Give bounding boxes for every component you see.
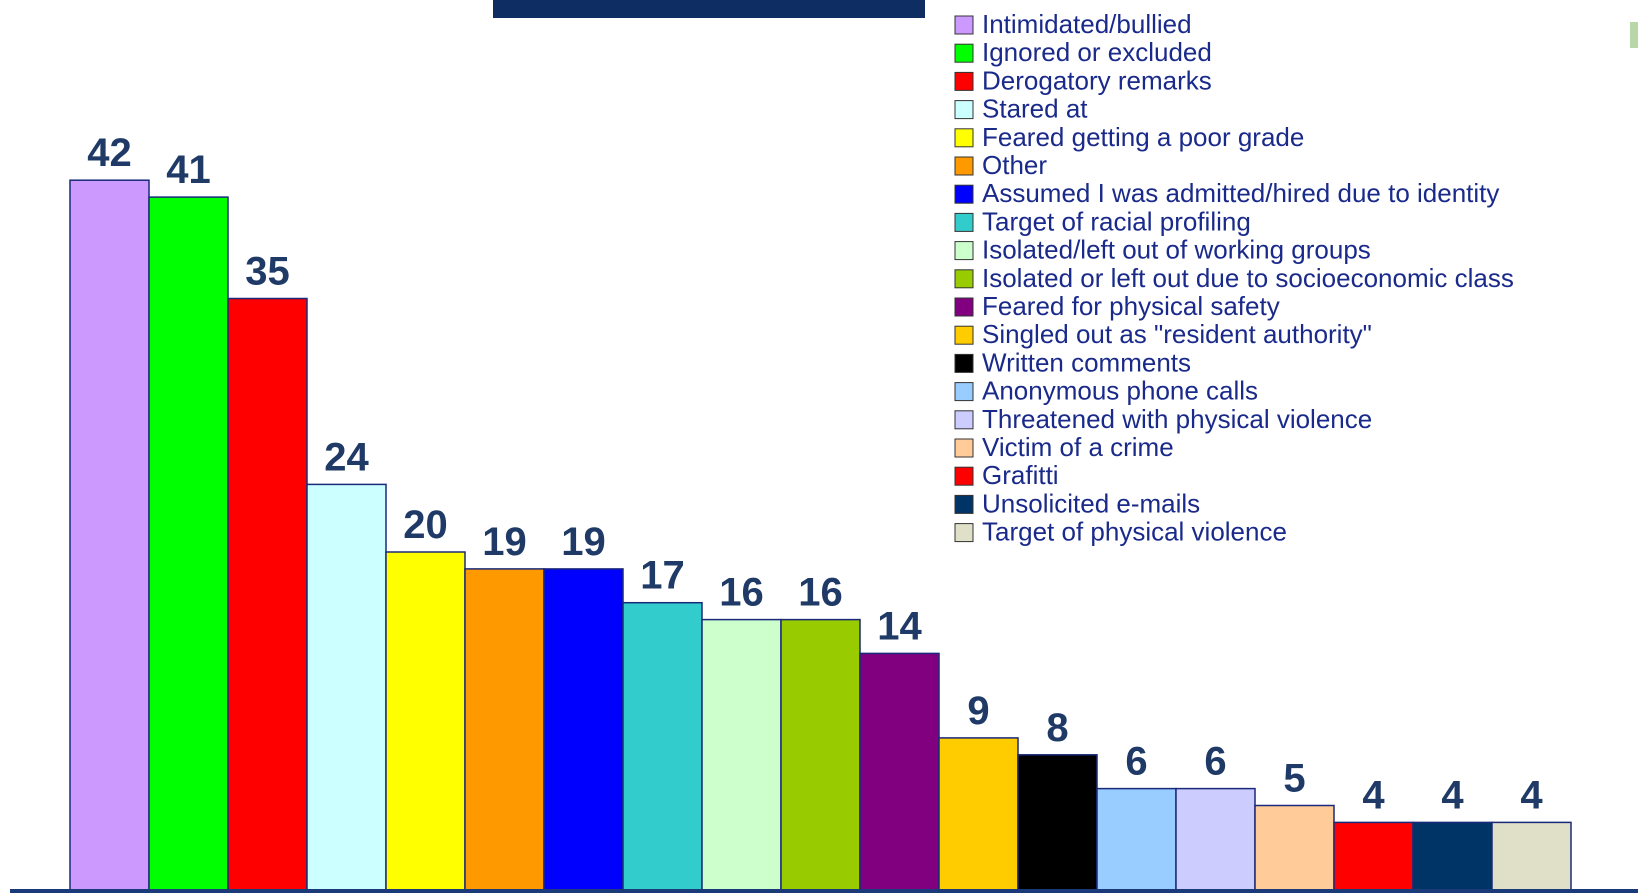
bar-12 xyxy=(938,737,1019,891)
data-label-9: 16 xyxy=(719,571,764,615)
legend-label-2: Ignored or excluded xyxy=(982,37,1212,67)
data-label-3: 35 xyxy=(245,250,290,294)
data-label-12: 9 xyxy=(967,689,989,733)
legend-label-9: Isolated/left out of working groups xyxy=(982,235,1371,265)
data-label-1: 42 xyxy=(87,131,132,175)
legend-label-3: Derogatory remarks xyxy=(982,65,1212,95)
bar-11 xyxy=(859,652,940,891)
legend-label-19: Target of physical violence xyxy=(982,517,1287,547)
data-label-7: 19 xyxy=(561,520,606,564)
data-label-2: 41 xyxy=(166,148,211,192)
legend-swatch-18 xyxy=(954,494,974,514)
legend-label-18: Unsolicited e-mails xyxy=(982,488,1200,518)
bar-9 xyxy=(701,618,782,891)
legend-swatch-17 xyxy=(954,466,974,486)
bar-16 xyxy=(1254,804,1335,891)
bar-group xyxy=(69,179,1572,891)
legend-swatch-2 xyxy=(954,43,974,63)
bar-6 xyxy=(464,568,545,891)
legend-swatch-15 xyxy=(954,410,974,430)
legend-label-15: Threatened with physical violence xyxy=(982,404,1372,434)
legend-swatch-10 xyxy=(954,269,974,289)
data-label-17: 4 xyxy=(1362,773,1385,817)
data-label-4: 24 xyxy=(324,435,369,479)
bar-5 xyxy=(385,551,466,891)
bar-14 xyxy=(1096,787,1177,891)
legend-swatch-14 xyxy=(954,382,974,402)
data-label-19: 4 xyxy=(1520,773,1543,817)
legend-label-4: Stared at xyxy=(982,94,1088,124)
legend-label-12: Singled out as "resident authority" xyxy=(982,319,1372,349)
legend-swatch-11 xyxy=(954,297,974,317)
legend-swatch-19 xyxy=(954,523,974,543)
data-label-13: 8 xyxy=(1046,706,1068,750)
legend-swatch-3 xyxy=(954,71,974,91)
bar-18 xyxy=(1412,821,1493,891)
data-label-8: 17 xyxy=(640,554,685,598)
data-label-5: 20 xyxy=(403,503,448,547)
bar-3 xyxy=(227,297,308,891)
legend-swatch-12 xyxy=(954,325,974,345)
data-label-14: 6 xyxy=(1125,740,1147,784)
legend-label-5: Feared getting a poor grade xyxy=(982,122,1304,152)
legend-swatch-6 xyxy=(954,156,974,176)
legend-label-14: Anonymous phone calls xyxy=(982,376,1258,406)
data-label-15: 6 xyxy=(1204,740,1226,784)
bar-13 xyxy=(1017,754,1098,891)
legend-swatch-16 xyxy=(954,438,974,458)
bar-17 xyxy=(1333,821,1414,891)
title-bar xyxy=(493,0,925,18)
data-label-group: 42 41 35 24 20 19 19 17 16 16 14 9 8 6 6 5 4 4 4 xyxy=(87,131,1543,817)
legend-swatch-4 xyxy=(954,100,974,120)
bar-7 xyxy=(543,568,624,891)
legend-swatch-9 xyxy=(954,241,974,261)
data-label-16: 5 xyxy=(1283,757,1305,801)
legend-label-7: Assumed I was admitted/hired due to iden… xyxy=(982,178,1499,208)
data-label-6: 19 xyxy=(482,520,527,564)
data-label-11: 14 xyxy=(877,604,922,648)
legend-label-1: Intimidated/bullied xyxy=(982,9,1192,39)
legend-swatch-5 xyxy=(954,128,974,148)
bar-15 xyxy=(1175,787,1256,891)
bar-8 xyxy=(622,601,703,891)
legend-swatch-7 xyxy=(954,184,974,204)
legend-swatch-8 xyxy=(954,212,974,232)
bar-10 xyxy=(780,618,861,891)
bar-2 xyxy=(148,196,229,891)
data-label-18: 4 xyxy=(1441,773,1464,817)
legend-label-17: Grafitti xyxy=(982,460,1059,490)
legend-label-11: Feared for physical safety xyxy=(982,291,1280,321)
data-label-10: 16 xyxy=(798,571,843,615)
bar-1 xyxy=(69,179,150,891)
legend-label-16: Victim of a crime xyxy=(982,432,1174,462)
bar-4 xyxy=(306,483,387,891)
legend-label-10: Isolated or left out due to socioeconomi… xyxy=(982,263,1514,293)
legend-label-6: Other xyxy=(982,150,1047,180)
bar-19 xyxy=(1491,821,1572,891)
legend-swatch-1 xyxy=(954,15,974,35)
legend-label-8: Target of racial profiling xyxy=(982,206,1251,236)
corner-accent xyxy=(1630,22,1638,48)
legend-label-13: Written comments xyxy=(982,347,1191,377)
legend-swatch-13 xyxy=(954,353,974,373)
